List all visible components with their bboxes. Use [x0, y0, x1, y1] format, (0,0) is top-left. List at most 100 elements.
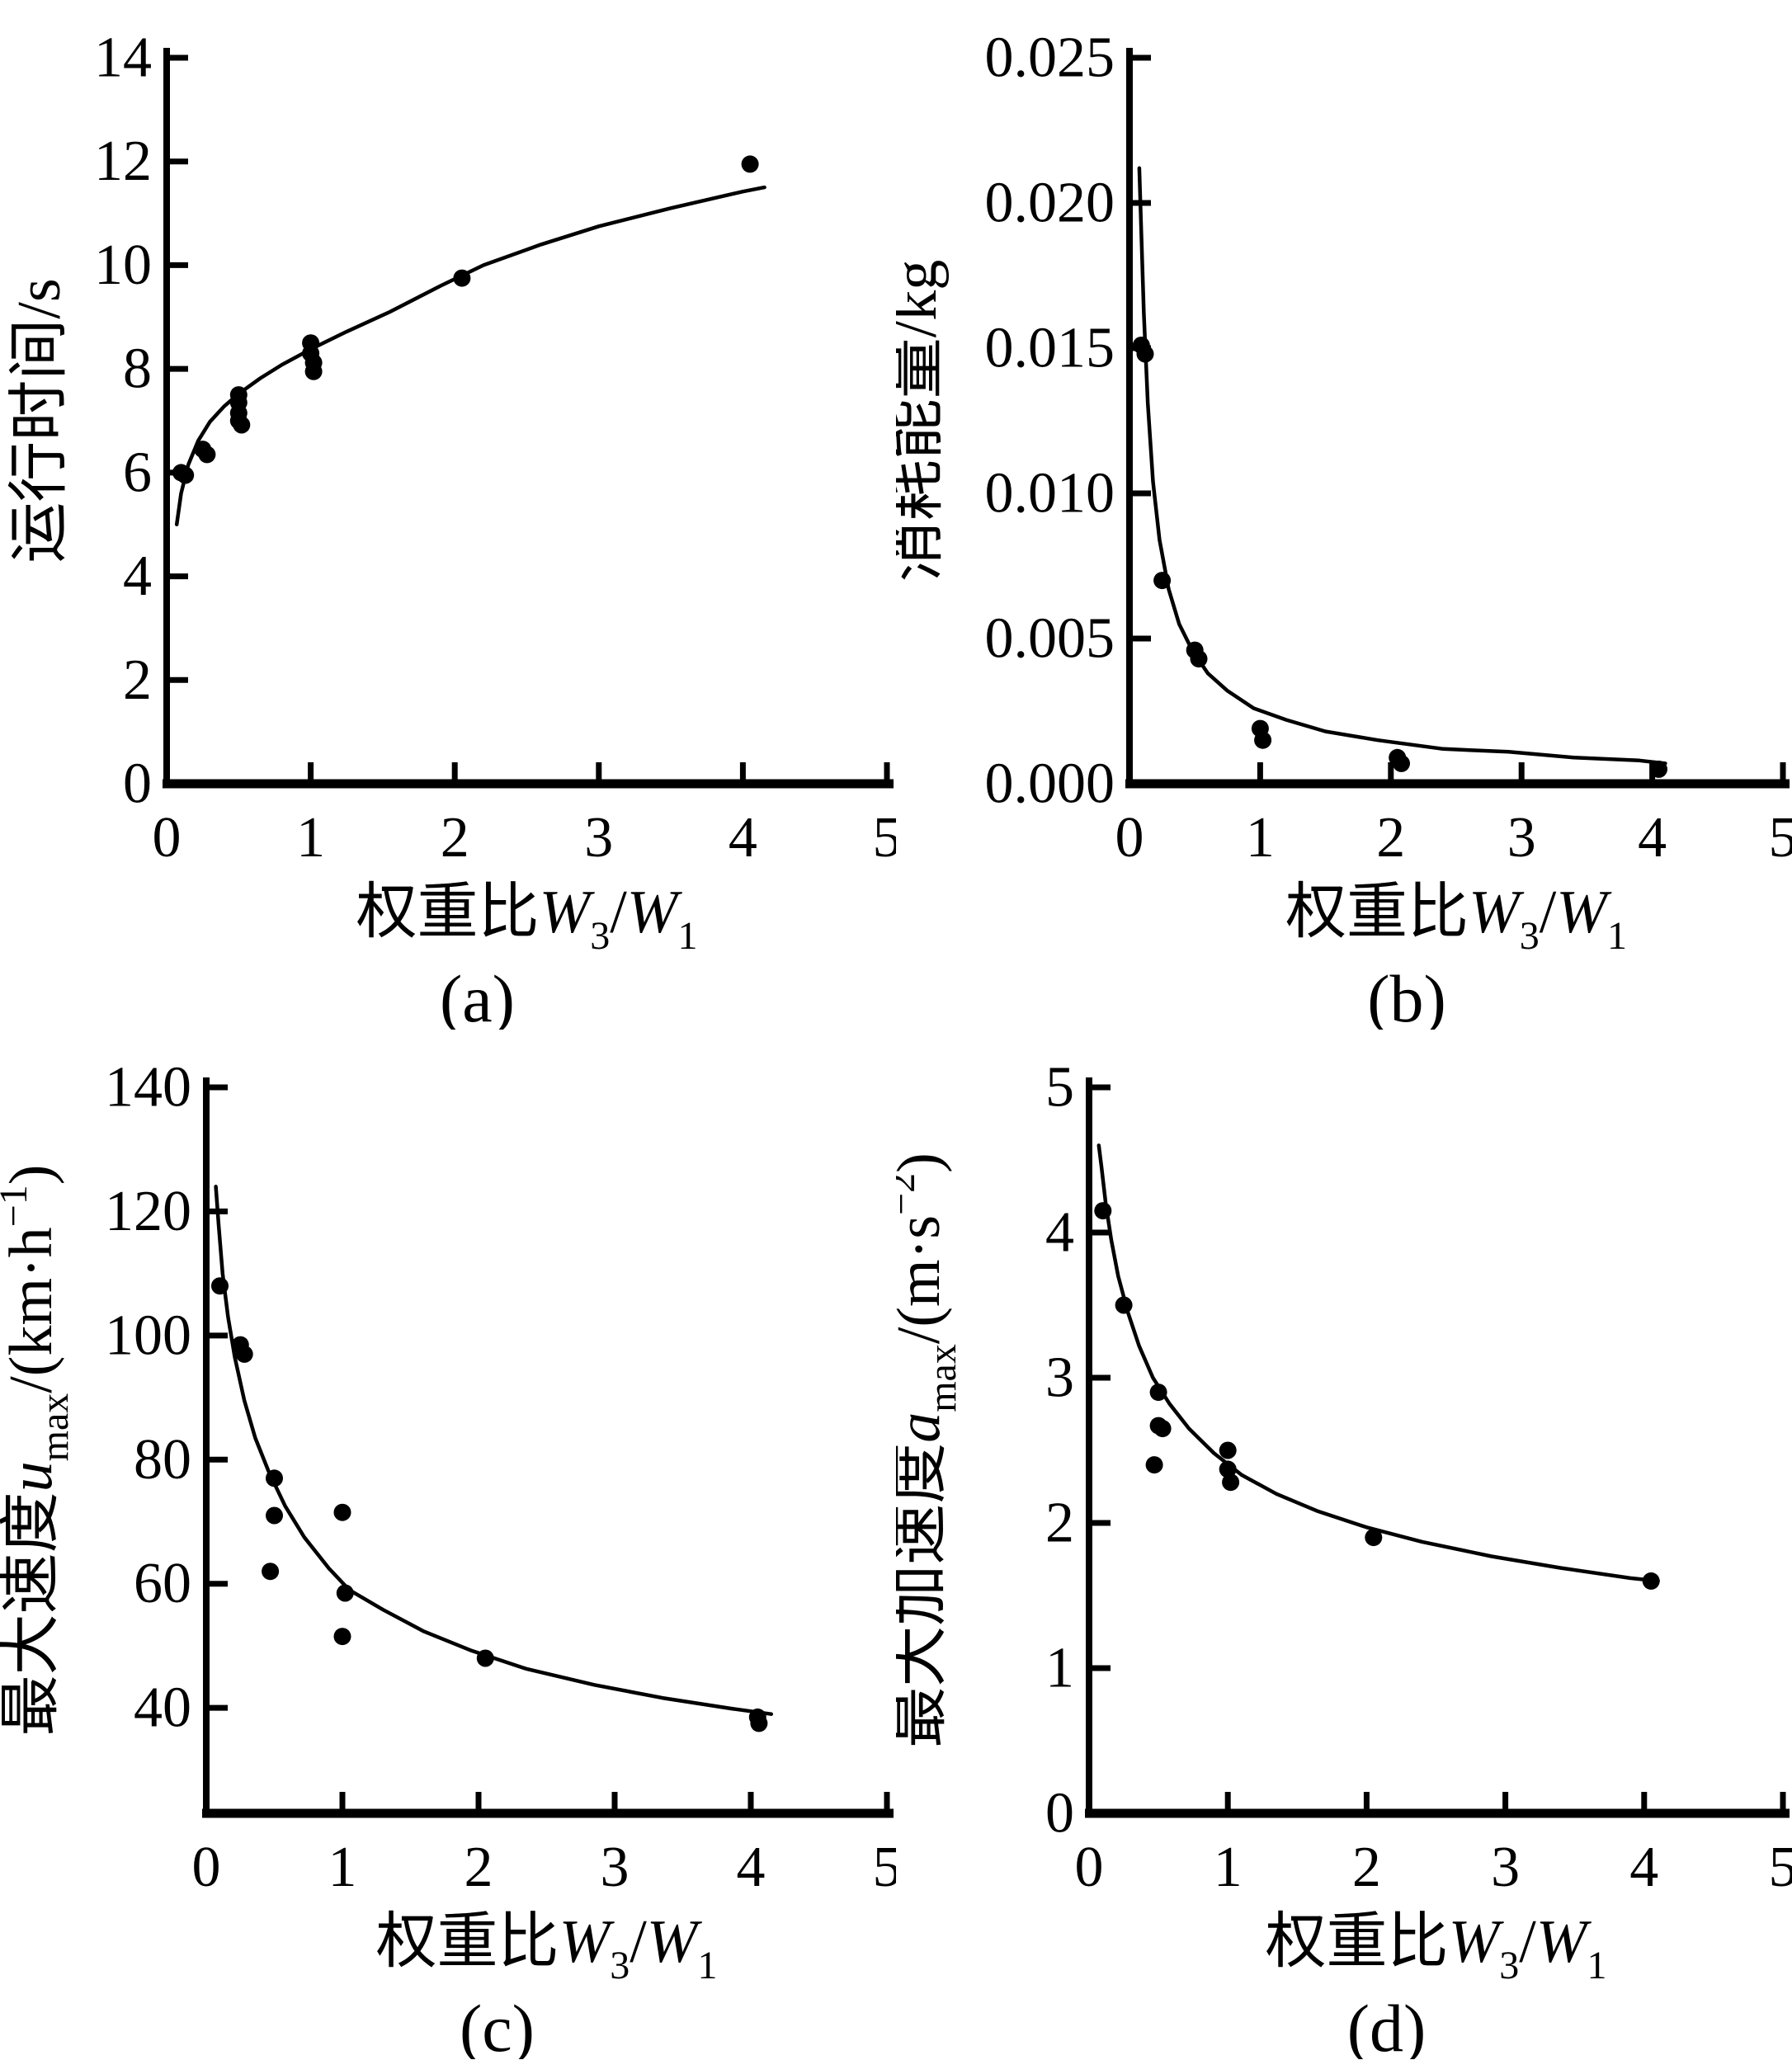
scatter-series [172, 155, 759, 484]
y-tick-label: 12 [94, 130, 152, 193]
y-tick-label: 140 [105, 1056, 191, 1120]
data-point [476, 1649, 494, 1667]
data-point [741, 155, 759, 173]
y-tick-label: 1 [1045, 1637, 1074, 1700]
y-axis-label: 最大速度umax/(km·h−1) [0, 1165, 77, 1737]
x-tick-label: 2 [1352, 1836, 1381, 1899]
x-ticks: 0 1 2 3 4 5 [153, 762, 897, 870]
y-ticks: 0 2 4 6 8 10 12 14 [94, 26, 188, 816]
data-point [1219, 1460, 1237, 1478]
data-point [333, 1628, 351, 1646]
data-point [262, 1563, 280, 1581]
scatter-series [1132, 337, 1667, 778]
y-tick-label: 40 [134, 1676, 191, 1740]
y-ticks: 0.000 0.005 0.010 0.015 0.020 0.025 [985, 26, 1151, 816]
data-point [1393, 754, 1410, 772]
x-tick-label: 0 [1075, 1836, 1104, 1899]
x-tick-label: 3 [1491, 1836, 1520, 1899]
y-tick-label: 4 [123, 544, 152, 608]
x-tick-label: 4 [737, 1836, 766, 1899]
x-tick-label: 5 [1769, 806, 1792, 870]
y-tick-label: 8 [123, 337, 152, 401]
fit-curve [214, 1185, 774, 1716]
data-point [1254, 731, 1272, 749]
fit-curve [1137, 166, 1667, 766]
y-tick-label: 0.000 [985, 752, 1115, 816]
data-point [1149, 1384, 1167, 1402]
x-tick-label: 5 [873, 806, 897, 870]
y-tick-label: 6 [123, 441, 152, 504]
scatter-series [211, 1277, 768, 1732]
data-point [1153, 572, 1172, 590]
data-point [198, 445, 216, 464]
data-point [1219, 1441, 1237, 1459]
data-point [1190, 650, 1208, 668]
x-tick-label: 0 [153, 806, 182, 870]
fit-curve [174, 185, 766, 526]
x-tick-label: 2 [1376, 806, 1405, 870]
data-point [1153, 1420, 1172, 1438]
fit-curve [1096, 1143, 1660, 1583]
y-tick-label: 10 [94, 233, 152, 297]
x-ticks: 0 1 2 3 4 5 [1115, 762, 1792, 870]
x-tick-label: 2 [441, 806, 469, 870]
subplot-a: 0 1 2 3 4 5 0 2 4 6 8 10 12 14 权重比W3/W1 运行时间/s (a) [0, 0, 896, 1030]
data-point [1642, 1572, 1660, 1590]
y-tick-label: 0.010 [985, 462, 1115, 526]
y-axis-label: 运行时间/s [6, 278, 73, 563]
data-point [266, 1506, 283, 1525]
y-tick-label: 80 [134, 1428, 191, 1492]
y-tick-label: 0.005 [985, 607, 1115, 671]
x-ticks: 0 1 2 3 4 5 [1075, 1792, 1792, 1899]
x-tick-label: 1 [1214, 1836, 1243, 1899]
data-point [233, 416, 251, 434]
y-tick-label: 0.020 [985, 172, 1115, 235]
data-point [453, 269, 471, 287]
x-tick-label: 0 [1115, 806, 1144, 870]
x-tick-label: 2 [465, 1836, 493, 1899]
x-tick-label: 1 [296, 806, 325, 870]
subplot-b: 0 1 2 3 4 5 0.000 0.005 0.010 0.015 0.020 0.025 权重比W… [896, 0, 1792, 1030]
x-axis-label: 权重比W3/W1 [376, 1908, 718, 1987]
x-tick-label: 1 [1246, 806, 1275, 870]
y-ticks: 40 60 80 100 120 140 [105, 1056, 228, 1740]
x-tick-label: 1 [328, 1836, 357, 1899]
x-tick-label: 0 [192, 1836, 221, 1899]
data-point [1222, 1473, 1240, 1492]
scatter-series [1094, 1202, 1660, 1590]
panel-caption: (a) [440, 961, 515, 1030]
panel-caption: (d) [1347, 1991, 1427, 2059]
y-tick-label: 0.025 [985, 26, 1115, 90]
y-tick-label: 120 [105, 1180, 191, 1243]
y-tick-label: 5 [1045, 1056, 1074, 1120]
data-point [336, 1584, 354, 1602]
panel-caption: (c) [460, 1991, 535, 2059]
x-tick-label: 4 [1638, 806, 1667, 870]
x-tick-label: 4 [1629, 1836, 1658, 1899]
x-tick-label: 3 [584, 806, 613, 870]
subplot-d: 0 1 2 3 4 5 0 1 2 3 4 5 权重比W3/W1 最大加速度amax/(m·s−2) (d) [896, 1030, 1792, 2060]
x-tick-label: 5 [1769, 1836, 1792, 1899]
y-tick-label: 14 [94, 26, 152, 90]
data-point [235, 1345, 253, 1363]
x-axis-label: 权重比W3/W1 [356, 879, 698, 958]
data-point [750, 1714, 768, 1732]
y-axis-label: 最大加速度amax/(m·s−2) [896, 1153, 964, 1748]
chart-d: 0 1 2 3 4 5 0 1 2 3 4 5 权重比W3/W1 最大加速度amax/(m·s−2) (d) [896, 1056, 1792, 2060]
x-tick-label: 4 [729, 806, 757, 870]
x-tick-label: 3 [601, 1836, 630, 1899]
y-ticks: 0 1 2 3 4 5 [1045, 1056, 1111, 1846]
x-axis-label: 权重比W3/W1 [1285, 879, 1627, 958]
chart-c: 0 1 2 3 4 5 40 60 80 100 120 140 权重比W3/W1 最大速度umax/(k… [0, 1056, 897, 2060]
y-tick-label: 2 [1045, 1492, 1074, 1555]
y-tick-label: 0.015 [985, 317, 1115, 380]
y-tick-label: 0 [1045, 1782, 1074, 1846]
x-axis-label: 权重比W3/W1 [1266, 1908, 1607, 1987]
x-tick-label: 5 [873, 1836, 897, 1899]
x-ticks: 0 1 2 3 4 5 [192, 1792, 897, 1899]
y-tick-label: 100 [105, 1303, 191, 1367]
chart-b: 0 1 2 3 4 5 0.000 0.005 0.010 0.015 0.020 0.025 权重比W… [896, 26, 1792, 1030]
data-point [1145, 1456, 1163, 1474]
